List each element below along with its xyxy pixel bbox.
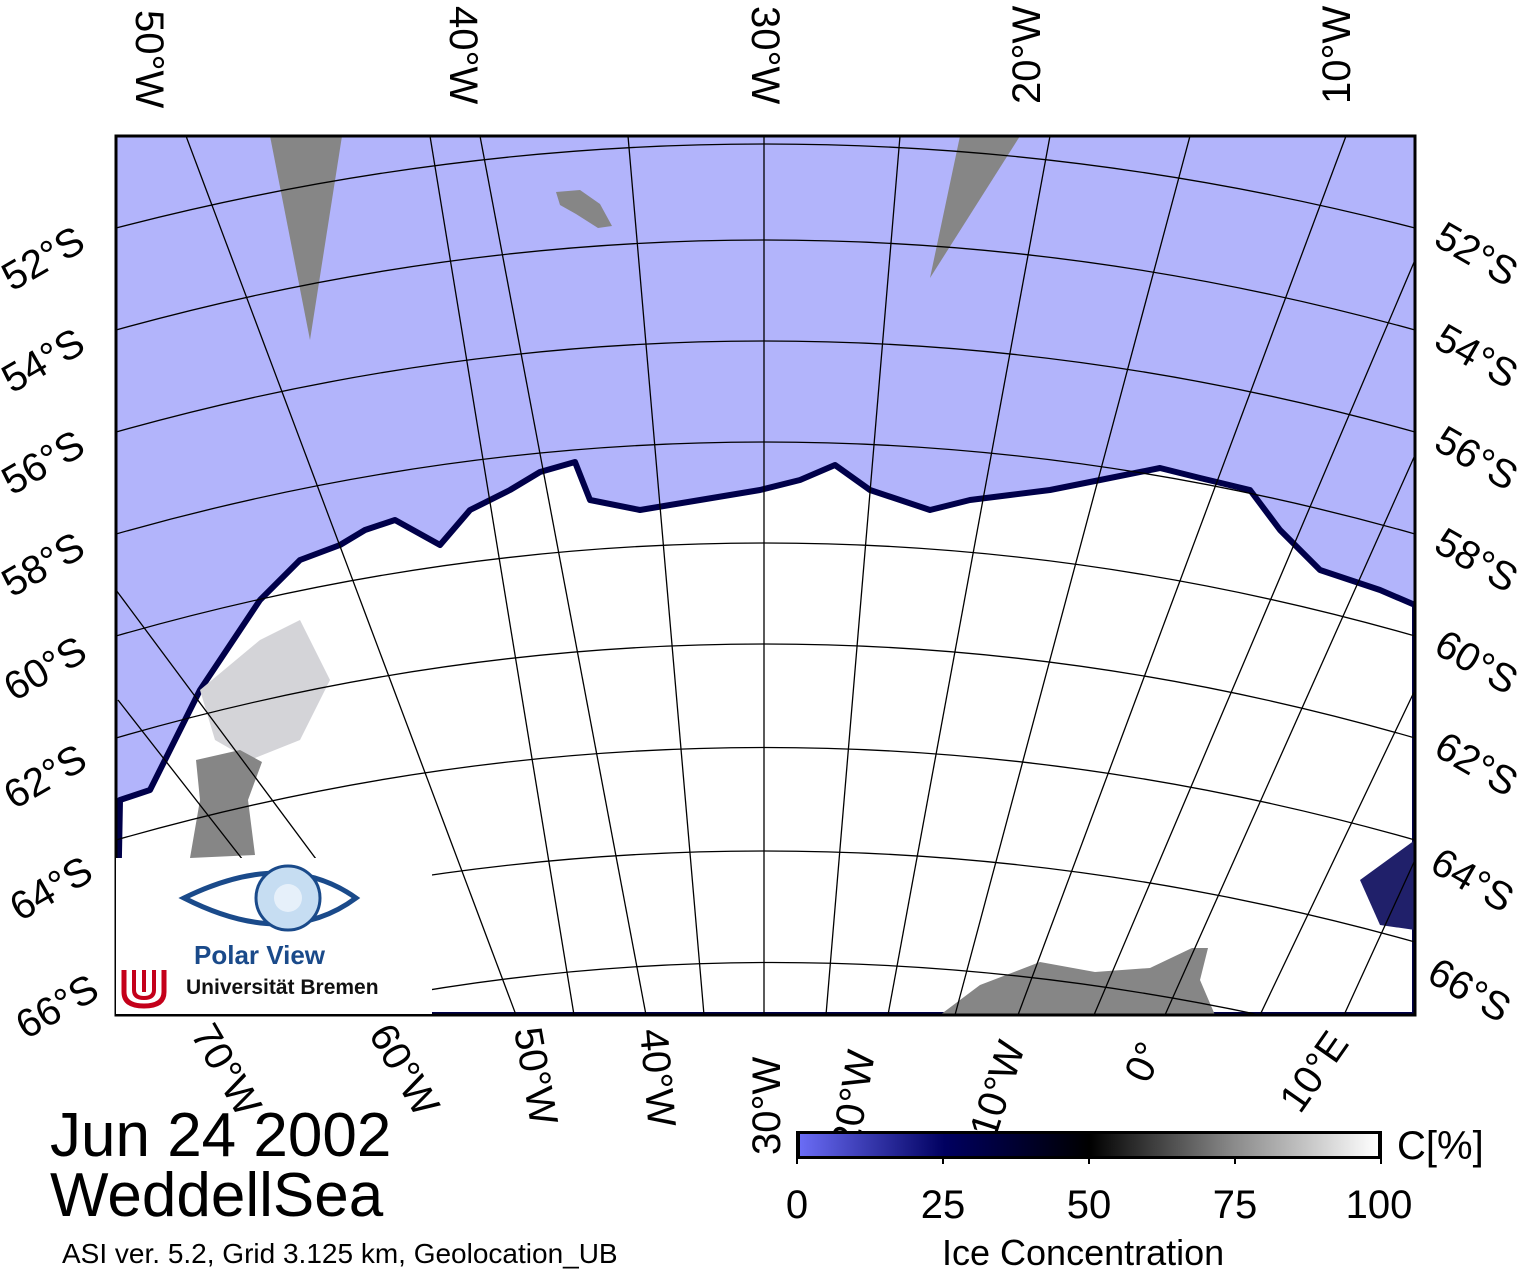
colorbar-tick-label: 100 <box>1345 1183 1413 1227</box>
sea-ice-field <box>116 459 1415 1015</box>
eye-globe-icon <box>178 864 361 932</box>
bottom-lon-label: 30°W <box>745 1057 789 1155</box>
map-frame <box>114 134 1417 1017</box>
region-title: WeddellSea <box>50 1161 384 1230</box>
colorbar <box>797 1131 1381 1159</box>
left-parallel-labels: 52°S 54°S 56°S 58°S 60°S 62°S 64°S 66°S <box>0 218 106 1048</box>
right-lat-label: 66°S <box>1421 950 1518 1032</box>
left-lat-label: 64°S <box>3 848 100 930</box>
top-lon-label: 30°W <box>743 6 787 104</box>
left-lat-label: 54°S <box>0 320 92 402</box>
left-lat-label: 62°S <box>0 736 94 818</box>
right-lat-label: 64°S <box>1424 840 1521 922</box>
colorbar-tick-label: 25 <box>920 1183 966 1227</box>
bottom-lon-label: 50°W <box>505 1024 565 1129</box>
left-lat-label: 56°S <box>0 422 92 504</box>
logo-institution: Universität Bremen <box>186 976 379 999</box>
top-meridian-labels: 50°W 40°W 30°W 20°W 10°W <box>127 6 1359 109</box>
colorbar-tick-label: 0 <box>785 1183 809 1227</box>
land-south-georgia <box>556 190 612 228</box>
logo-name: Polar View <box>194 940 326 970</box>
right-lat-label: 60°S <box>1428 622 1525 704</box>
left-lat-label: 60°S <box>0 628 94 710</box>
colorbar-tick-label: 75 <box>1212 1183 1258 1227</box>
university-emblem-icon <box>121 970 167 1009</box>
right-lat-label: 52°S <box>1428 214 1525 296</box>
data-gap-wedge-west <box>270 136 342 340</box>
right-parallel-labels: 52°S 54°S 56°S 58°S 60°S 62°S 64°S 66°S <box>1421 214 1525 1032</box>
left-lat-label: 66°S <box>9 966 106 1048</box>
colorbar-label: Ice Concentration <box>942 1232 1225 1273</box>
top-lon-label: 40°W <box>441 6 485 104</box>
marginal-ice-zone <box>200 620 330 760</box>
bottom-lon-label: 40°W <box>631 1027 683 1129</box>
land-antarctic-peninsula <box>190 750 262 858</box>
left-lat-label: 58°S <box>0 524 92 606</box>
marginal-ice-zone-east <box>1360 840 1415 930</box>
land-antarctic-coast <box>940 948 1215 1015</box>
bottom-lon-label: 0° <box>1116 1036 1172 1089</box>
date-title: Jun 24 2002 <box>50 1101 392 1170</box>
bottom-lon-label: 10°W <box>962 1036 1034 1143</box>
right-lat-label: 56°S <box>1428 418 1525 500</box>
right-lat-label: 62°S <box>1428 724 1525 806</box>
left-lat-label: 52°S <box>0 218 92 300</box>
colorbar-unit: C[%] <box>1397 1124 1484 1168</box>
top-lon-label: 10°W <box>1315 6 1359 104</box>
data-gap-wedge-east <box>930 136 1020 278</box>
right-lat-label: 58°S <box>1428 520 1525 602</box>
colorbar-tick-label: 50 <box>1066 1183 1112 1227</box>
right-lat-label: 54°S <box>1428 316 1525 398</box>
bottom-lon-label: 10°E <box>1271 1024 1357 1121</box>
top-lon-label: 20°W <box>1005 6 1049 104</box>
graticule-meridians <box>116 136 1415 1015</box>
processing-footnote: ASI ver. 5.2, Grid 3.125 km, Geolocation… <box>62 1238 618 1269</box>
top-lon-label: 50°W <box>127 10 171 108</box>
polar-view-logo: Polar View Universität Bremen <box>116 858 432 1014</box>
